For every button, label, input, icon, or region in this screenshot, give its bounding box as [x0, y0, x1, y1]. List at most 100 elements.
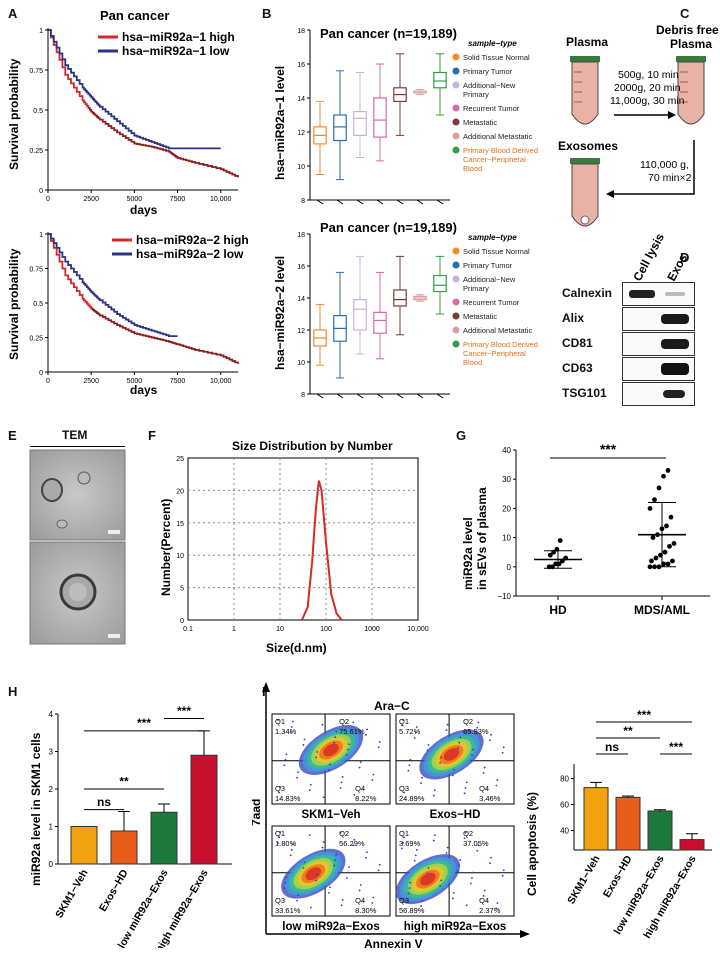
flow-dot: [407, 893, 409, 895]
g-ytick-label: 40: [502, 446, 511, 455]
box-xtick: [377, 394, 383, 398]
flow-dot: [283, 887, 285, 889]
flow-dot: [434, 789, 436, 791]
flow-dot: [439, 885, 441, 887]
flow-q1-0: 1.34%: [275, 727, 297, 736]
f-ytick: 25: [176, 456, 184, 463]
panel-b-title-2: Pan cancer (n=19,189): [320, 220, 457, 235]
flow-dot: [316, 751, 318, 753]
flow-q2-2: 56.29%: [339, 839, 365, 848]
box-ytick-label: 12: [297, 328, 305, 335]
box-ytick-label: 16: [297, 264, 305, 271]
flow-dot: [447, 724, 449, 726]
exosome-isolation-diagram: Plasma Debris free Plasma 500g, 10 min 2…: [552, 0, 720, 240]
flow-dot: [348, 743, 350, 745]
flow-dot: [285, 882, 287, 884]
flow-dot: [328, 892, 330, 894]
box-4: [394, 290, 406, 306]
wb-band-alix: [622, 307, 695, 331]
h-bar-3: [191, 755, 217, 864]
flow-dot: [440, 879, 442, 881]
flow-q1-3: Q1: [399, 829, 409, 838]
g-point: [652, 497, 657, 502]
box-ytick-label: 12: [297, 130, 305, 137]
flow-dot: [503, 746, 505, 748]
flow-q4-2: 8.30%: [355, 906, 377, 915]
plasma-label: Plasma: [566, 35, 608, 49]
g-point: [667, 544, 672, 549]
flow-dot: [328, 769, 330, 771]
flow-dot: [484, 767, 486, 769]
flow-q4-0: Q4: [355, 784, 365, 793]
flow-dot: [303, 744, 305, 746]
legend-b-item-5: Additional Metastatic: [463, 132, 532, 141]
wb-row-calnexin: Calnexin: [562, 286, 612, 300]
legend-b-item-5: Additional Metastatic: [463, 326, 532, 335]
flow-dot: [466, 782, 468, 784]
flow-q1-2: 1.80%: [275, 839, 297, 848]
flow-q4-1: 3.46%: [479, 794, 501, 803]
tem-images: [0, 420, 130, 660]
g-point: [670, 559, 675, 564]
legend-b-dot-3: [453, 299, 460, 306]
flow-dot: [322, 847, 324, 849]
flow-dot: [341, 782, 343, 784]
flow-dot: [309, 789, 311, 791]
box-6: [434, 73, 446, 88]
box-3: [374, 312, 386, 333]
flow-dot: [459, 736, 461, 738]
flow-q4-0: 8.22%: [355, 794, 377, 803]
km-ytick-label: 0: [39, 370, 43, 377]
flow-dot: [490, 734, 492, 736]
flow-dot: [323, 841, 325, 843]
flow-dot: [458, 742, 460, 744]
flow-dot: [378, 746, 380, 748]
legend-b-title: sample−type: [468, 233, 517, 242]
flow-dot: [472, 749, 474, 751]
flow-dot: [335, 731, 337, 733]
km-xtick-label: 10,000: [210, 378, 232, 385]
flow-dot: [359, 767, 361, 769]
km-xtick-label: 2500: [83, 378, 99, 385]
boxplot-bottom: 81012141618: [297, 232, 450, 399]
flow-dot: [407, 770, 409, 772]
g-point: [558, 538, 563, 543]
flow-dot: [447, 847, 449, 849]
legend-b-item-6: Cancer−Peripheral: [463, 155, 526, 164]
km-ytick-label: 0.25: [29, 336, 43, 343]
legend-b-dot-5: [453, 327, 460, 334]
g-ytick-label: 20: [502, 504, 511, 513]
flow-q4-3: 2.37%: [479, 906, 501, 915]
flow-dot: [310, 907, 312, 909]
ylabel-a-bottom: Survival probability: [7, 248, 21, 360]
flow-dot: [366, 851, 368, 853]
flow-dot: [286, 753, 288, 755]
flow-dot: [310, 784, 312, 786]
f-ytick: 10: [176, 553, 184, 560]
flow-dot: [329, 764, 331, 766]
i-bar-0: [584, 788, 608, 850]
km-xtick-label: 7500: [170, 196, 186, 203]
box-xtick: [417, 200, 423, 204]
f-frame: [188, 458, 418, 620]
flow-dot: [347, 749, 349, 751]
flow-q3-0: Q3: [275, 784, 285, 793]
flow-q2-1: Q2: [463, 717, 473, 726]
i-ytick-label: 40: [560, 827, 569, 836]
legend-a1-high: hsa−miR92a−1 high: [122, 30, 235, 44]
g-point: [657, 486, 662, 491]
km-xtick-label: 5000: [127, 196, 143, 203]
flow-q3-0: 14.83%: [275, 794, 301, 803]
legend-b-dot-4: [453, 313, 460, 320]
box-ytick-label: 14: [297, 96, 305, 103]
flow-name-3: high miR92a−Exos: [404, 921, 507, 933]
bar-chart-h: miR92a level in SKM1 cells 01234SKM1−Veh…: [0, 676, 250, 948]
flow-dot: [342, 899, 344, 901]
f-size-curve: [302, 481, 342, 620]
flow-dot: [323, 796, 325, 798]
tube-exosomes-icon: [570, 158, 600, 226]
g-point: [648, 506, 653, 511]
flow-dot: [434, 834, 436, 836]
box-ytick-label: 8: [301, 198, 305, 205]
legend-b-item-4: Metastatic: [463, 118, 497, 127]
